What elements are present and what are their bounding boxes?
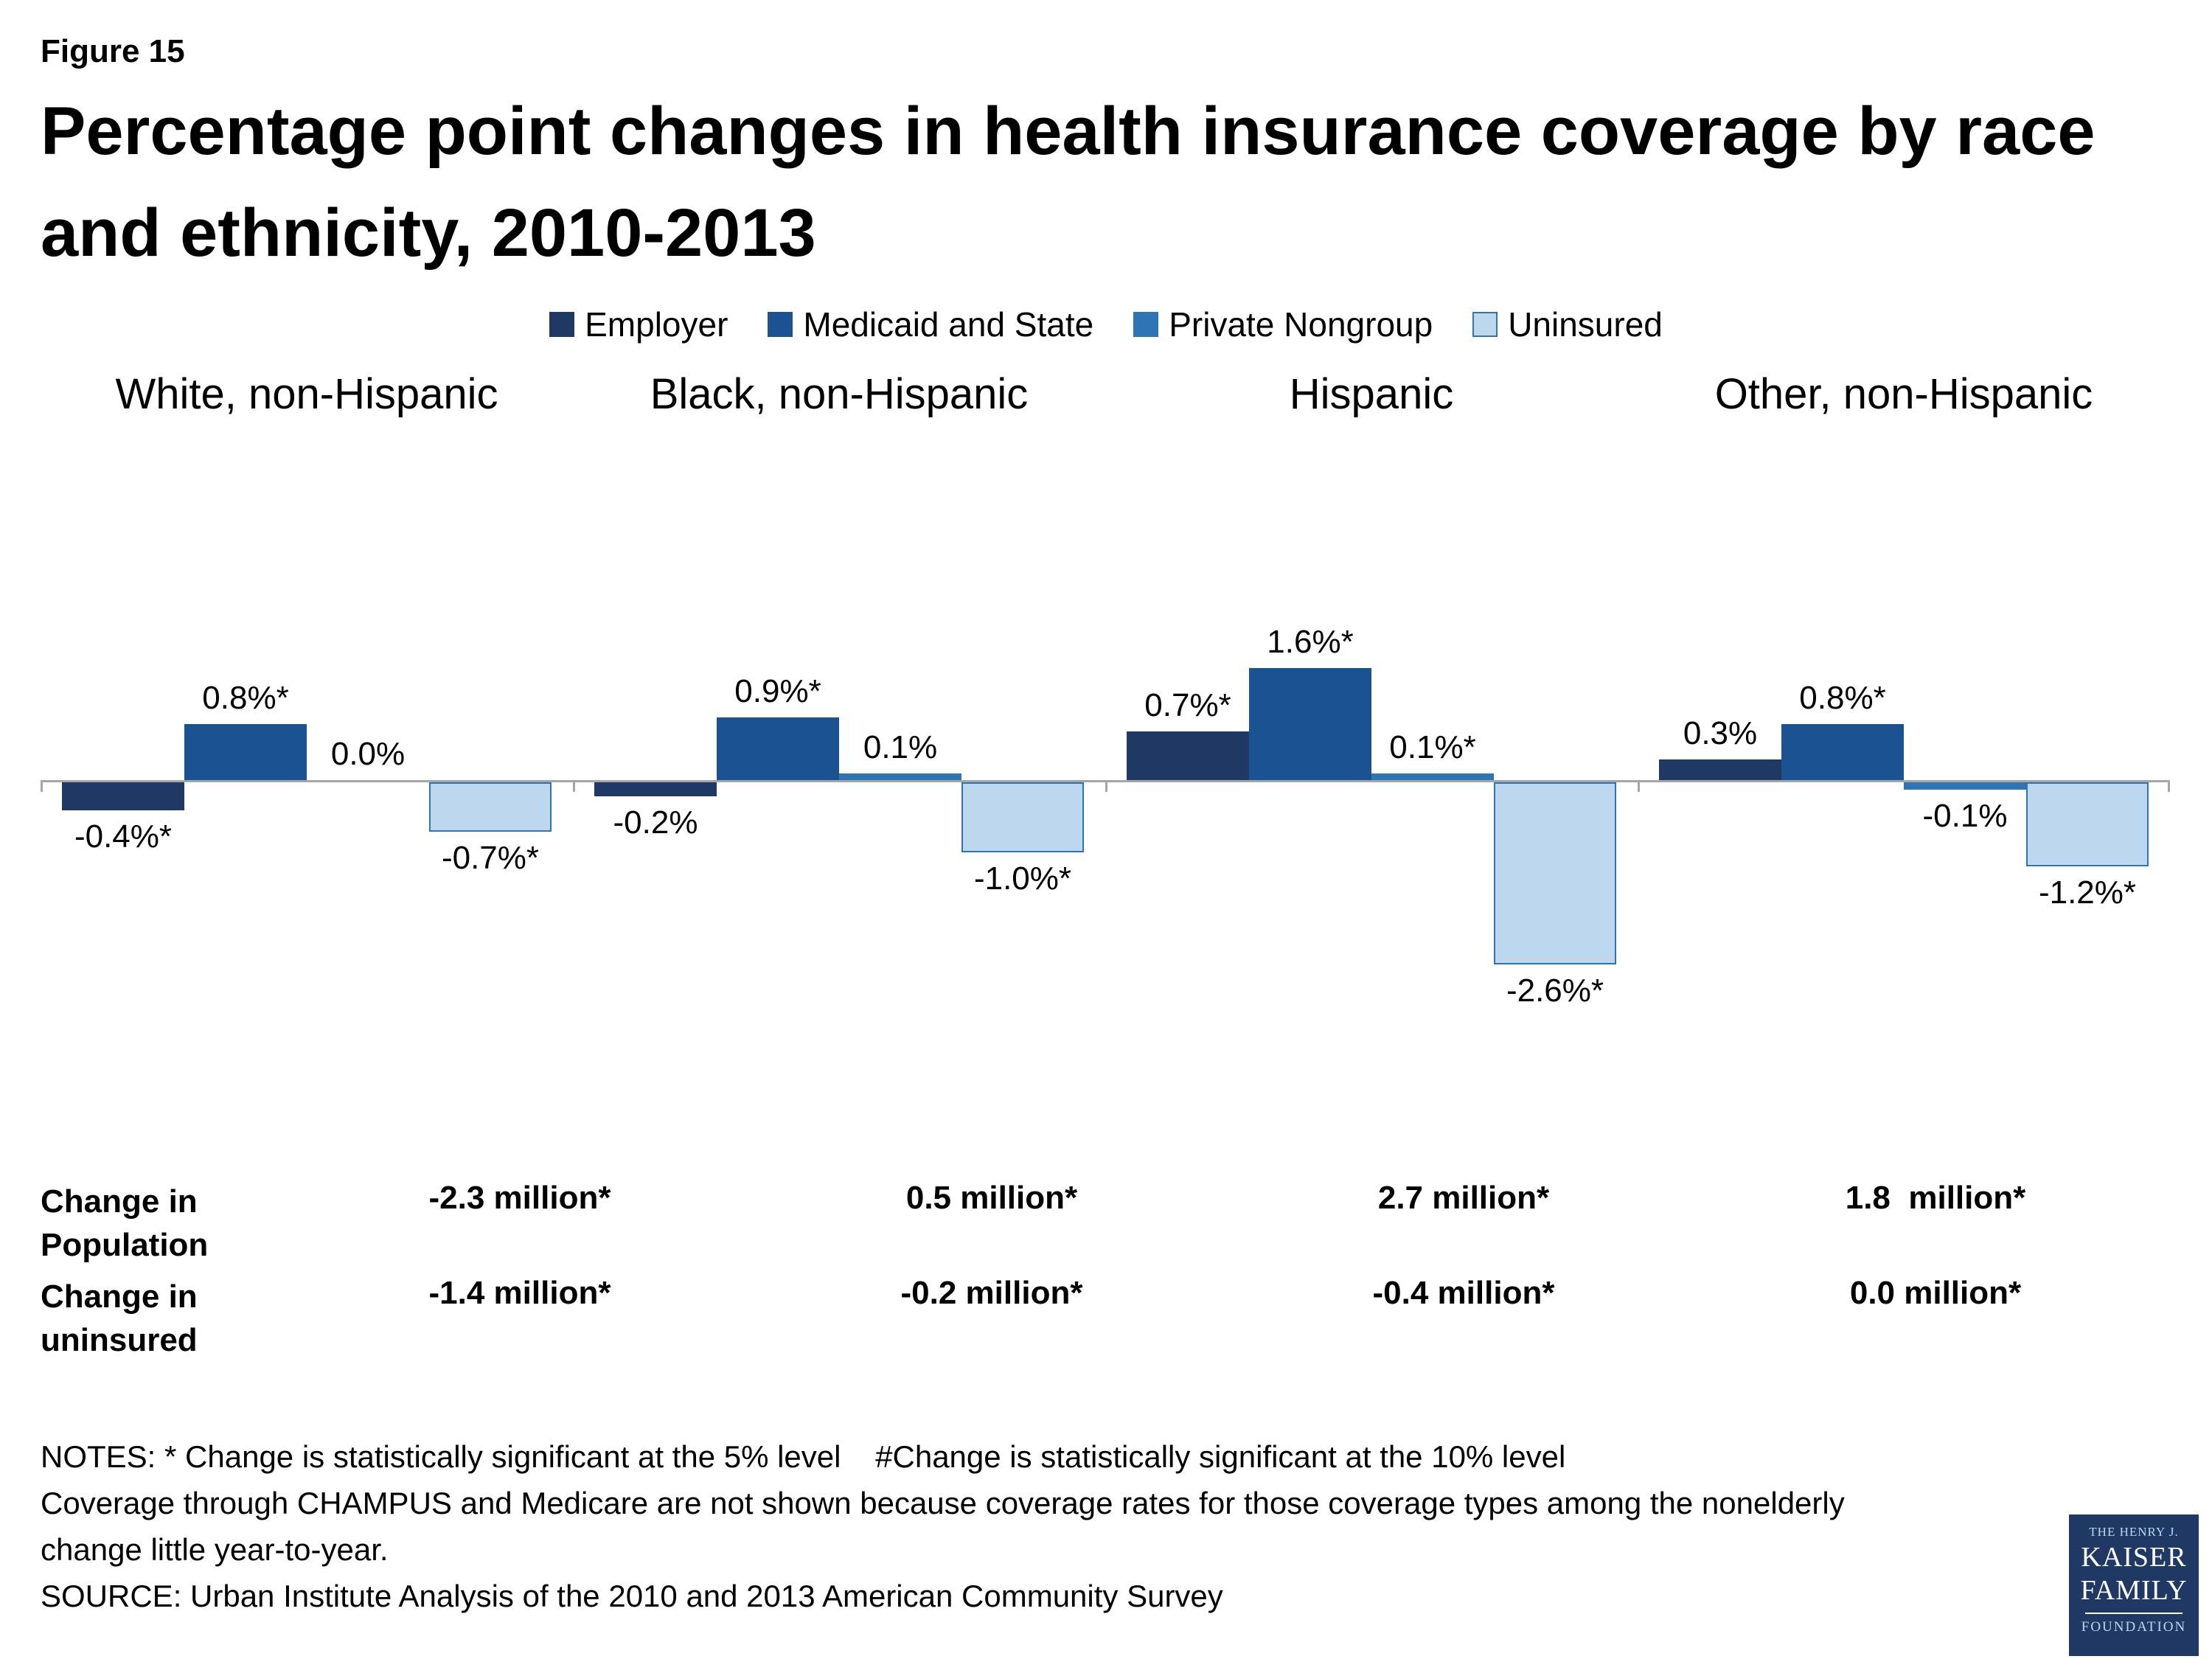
table-value-hispanic: -0.4 million* [1372,1274,1555,1311]
bar-white-non-hispanic-medicaid-and-state [184,724,307,780]
bar-white-non-hispanic-uninsured [429,782,552,832]
legend-item-employer: Employer [549,305,728,344]
axis-tick [41,780,43,792]
chart-title: Percentage point changes in health insur… [41,94,2096,271]
chart-legend: Employer Medicaid and State Private Nongro… [41,305,2171,344]
table-value-white-non-hispanic: -1.4 million* [428,1274,611,1311]
bar-value-black-non-hispanic-employer: -0.2% [613,804,698,841]
bar-white-non-hispanic-employer [62,782,184,810]
bar-value-hispanic-employer: 0.7%* [1144,686,1231,723]
private-nongroup-swatch-icon [1133,312,1159,337]
legend-label: Medicaid and State [803,305,1094,344]
kff-logo-line3: FAMILY [2080,1575,2188,1607]
axis-tick [1638,780,1640,792]
table-value-black-non-hispanic: 0.5 million* [905,1180,1078,1216]
category-titles: White, non-Hispanic Black, non-Hispanic Hi… [41,369,2171,419]
axis-tick [2168,780,2170,792]
kff-logo-divider [2085,1613,2183,1615]
legend-label: Employer [585,305,728,344]
bar-value-hispanic-private-nongroup: 0.1%* [1389,728,1476,765]
uninsured-swatch-icon [1472,312,1498,337]
bar-black-non-hispanic-private-nongroup [839,773,961,780]
kff-logo: THE HENRY J. KAISER FAMILY FOUNDATION [2069,1514,2199,1656]
table-value-other-non-hispanic: 0.0 million* [1849,1274,2022,1311]
notes-line-significance: NOTES: * Change is statistically signifi… [41,1439,1566,1474]
bar-value-other-non-hispanic-private-nongroup: -0.1% [1922,797,2008,834]
legend-item-uninsured: Uninsured [1472,305,1663,344]
medicaid-and-state-swatch-icon [768,312,793,337]
bar-chart: -0.4%* -0.2% 0.7%* 0.3% 0.8%* 0.9%* 1.6%* 0.8%*… [41,419,2170,1023]
bar-value-black-non-hispanic-uninsured: -1.0%* [973,860,1072,897]
bar-value-white-non-hispanic-uninsured: -0.7%* [441,839,540,876]
kff-logo-line2: KAISER [2081,1542,2187,1573]
bar-black-non-hispanic-uninsured [961,782,1084,852]
legend-item-medicaid-and-state: Medicaid and State [768,305,1093,344]
legend-item-private-nongroup: Private Nongroup [1133,305,1433,344]
bar-value-other-non-hispanic-uninsured: -1.2%* [2038,874,2137,911]
kff-logo-line1: THE HENRY J. [2089,1525,2179,1539]
employer-swatch-icon [549,312,575,337]
axis-tick [1105,780,1107,792]
summary-table: Change in Population -2.3 million* 0.5 mil… [41,1180,2171,1363]
legend-label: Private Nongroup [1169,305,1433,344]
category-title-hispanic: Hispanic [1289,370,1454,418]
bar-hispanic-private-nongroup [1371,773,1494,780]
bar-value-hispanic-medicaid-and-state: 1.6%* [1267,624,1354,660]
kff-logo-line4: FOUNDATION [2081,1619,2187,1635]
bar-hispanic-uninsured [1494,782,1616,964]
category-title-black-non-hispanic: Black, non-Hispanic [650,370,1029,418]
table-value-hispanic: 2.7 million* [1377,1180,1550,1216]
bar-other-non-hispanic-employer [1659,759,1781,780]
bar-black-non-hispanic-medicaid-and-state [717,717,839,780]
bar-hispanic-medicaid-and-state [1249,668,1371,780]
bar-value-black-non-hispanic-private-nongroup: 0.1% [863,728,938,765]
bar-value-hispanic-uninsured: -2.6%* [1506,973,1604,1009]
bar-other-non-hispanic-private-nongroup [1904,782,2026,790]
notes-line-coverage: Coverage through CHAMPUS and Medicare ar… [41,1485,1854,1567]
bar-value-black-non-hispanic-medicaid-and-state: 0.9%* [734,672,821,709]
notes-block: NOTES: * Change is statistically signifi… [41,1433,1869,1619]
category-title-white-non-hispanic: White, non-Hispanic [115,370,498,418]
bar-other-non-hispanic-uninsured [2026,782,2149,866]
legend-label: Uninsured [1508,305,1663,344]
notes-line-source: SOURCE: Urban Institute Analysis of the … [41,1578,1223,1613]
table-value-other-non-hispanic: 1.8 million* [1845,1180,2026,1216]
axis-tick [573,780,575,792]
bar-black-non-hispanic-employer [594,782,717,796]
bar-hispanic-employer [1127,731,1249,780]
bar-value-other-non-hispanic-medicaid-and-state: 0.8%* [1799,680,1886,716]
table-row: Change in uninsured -1.4 million* -0.2 mil… [41,1275,2171,1363]
table-value-white-non-hispanic: -2.3 million* [428,1180,611,1216]
figure-number: Figure 15 [41,33,185,69]
table-row: Change in Population -2.3 million* 0.5 mil… [41,1180,2171,1267]
table-value-black-non-hispanic: -0.2 million* [900,1274,1083,1311]
bar-value-white-non-hispanic-private-nongroup: 0.0% [330,736,406,772]
table-row-label: Change in Population [41,1183,209,1264]
table-row-label: Change in uninsured [41,1278,198,1359]
bar-value-white-non-hispanic-employer: -0.4%* [74,818,173,855]
category-title-other-non-hispanic: Other, non-Hispanic [1714,370,2093,418]
bar-value-white-non-hispanic-medicaid-and-state: 0.8%* [202,680,289,716]
bar-value-other-non-hispanic-employer: 0.3% [1683,714,1758,751]
bar-other-non-hispanic-medicaid-and-state [1781,724,1904,780]
